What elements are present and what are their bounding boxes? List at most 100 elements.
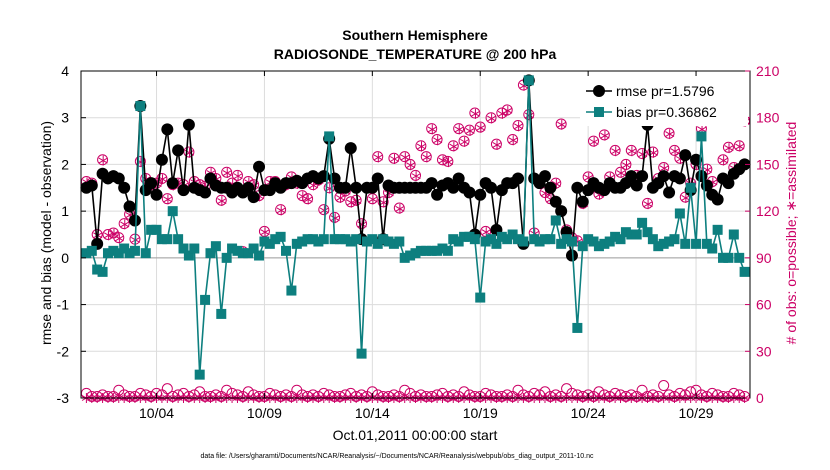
bias-point [685,182,696,193]
obs-count-upper-point [118,218,130,230]
bias-point [599,238,610,249]
bias-point [313,236,324,247]
bias-point [189,243,200,254]
plot-frame [80,70,751,399]
bias-point [270,234,281,245]
rmse-point [118,181,131,194]
assimilated-obs-upper-marker [702,166,713,173]
obs-count-upper-point [420,151,432,163]
assimilated-obs-upper-marker [465,128,475,134]
possible-obs-upper-marker [609,144,621,156]
rmse-point [565,249,578,262]
assimilated-obs-upper-marker [503,107,513,114]
rmse-point [85,179,98,192]
bias-point [86,245,97,256]
rmse-point [425,177,438,190]
rmse-point [242,181,255,194]
assimilated-obs-upper-marker [665,131,675,138]
assimilated-obs-upper-marker [497,110,508,117]
obs-count-upper-point [722,141,734,154]
obs-count-upper-point [442,155,454,168]
possible-obs-upper-marker [372,151,384,163]
obs-count-upper-point [636,148,648,160]
assimilated-obs-upper-marker [384,190,394,197]
possible-obs-upper-marker [393,202,405,214]
bias-point [286,285,297,296]
bias-point [221,252,232,263]
bias-point [432,245,443,256]
bias-point [324,131,335,142]
bias-point [340,234,351,245]
bias-point [405,250,416,261]
possible-obs-upper-marker [663,127,675,139]
bias-point [259,236,270,247]
possible-obs-upper-marker [215,194,227,206]
bias-point [302,234,313,245]
possible-obs-upper-marker [296,190,308,202]
possible-obs-upper-marker [426,123,438,135]
assimilated-obs-upper-marker [109,230,119,237]
rmse-point [679,149,692,162]
obs-count-upper-point [329,211,341,224]
bias-point [637,217,648,228]
bias-point [653,241,664,252]
possible-obs-upper-marker [436,154,448,166]
bias-point [372,238,383,249]
possible-obs-marker [658,380,670,392]
obs-count-upper-point [399,151,411,163]
obs-count-upper-point [447,140,459,152]
x-tick-label: 10/04 [139,405,174,421]
bias-point [728,229,739,240]
chart-title: Southern Hemisphere [342,27,488,43]
y-tick-label: 2 [61,156,69,172]
obs-count-upper-point [113,232,125,244]
assimilated-obs-upper-marker [389,156,400,162]
assimilated-obs-upper-marker [368,196,378,203]
possible-obs-upper-marker [523,109,535,121]
bias-point [604,236,615,247]
obs-count-upper-point [431,134,443,146]
y2-tick-label: 120 [756,203,780,219]
assimilated-obs-upper-marker [697,126,707,133]
bias-point [518,236,529,247]
possible-obs-upper-marker [507,134,519,146]
assimilated-obs-upper-marker [433,137,443,144]
possible-obs-upper-marker [733,140,745,152]
obs-count-upper-point [555,118,567,130]
rmse-point [112,172,125,185]
y-tick-label: -1 [57,297,70,313]
bias-point [361,236,372,247]
assimilated-obs-upper-marker [411,173,421,180]
assimilated-obs-upper-marker [638,151,648,158]
x-tick-label: 10/24 [571,405,606,421]
bias-point [329,234,340,245]
possible-obs-upper-marker [512,120,524,131]
assimilated-obs-upper-marker [541,190,551,197]
obs-count-upper-point [393,202,405,214]
y-tick-label: 1 [61,203,69,219]
bias-point [572,322,583,333]
y2-tick-label: 90 [756,250,772,266]
rmse-point [128,214,141,227]
bias-point [92,264,103,275]
possible-obs-upper-marker [496,107,508,119]
assimilated-obs-upper-marker [621,162,632,169]
assimilated-obs-upper-marker [611,148,621,155]
obs-count-upper-point [609,144,621,157]
obs-count-upper-point [404,158,416,171]
possible-obs-upper-marker [447,140,459,152]
bias-point [437,243,448,254]
possible-obs-upper-marker [668,144,680,156]
y2-axis-label: # of obs: o=possible; ∗=assimilated [783,122,799,345]
bias-point [205,248,216,259]
bias-point [178,243,189,254]
obs-count-upper-point [733,140,745,152]
bias-point [102,248,113,259]
rmse-point [544,181,557,194]
bias-point [577,241,588,252]
bias-point [356,348,367,359]
assimilated-obs-upper-marker [98,157,108,164]
assimilated-obs-upper-marker [319,207,329,214]
bias-point [491,238,502,249]
